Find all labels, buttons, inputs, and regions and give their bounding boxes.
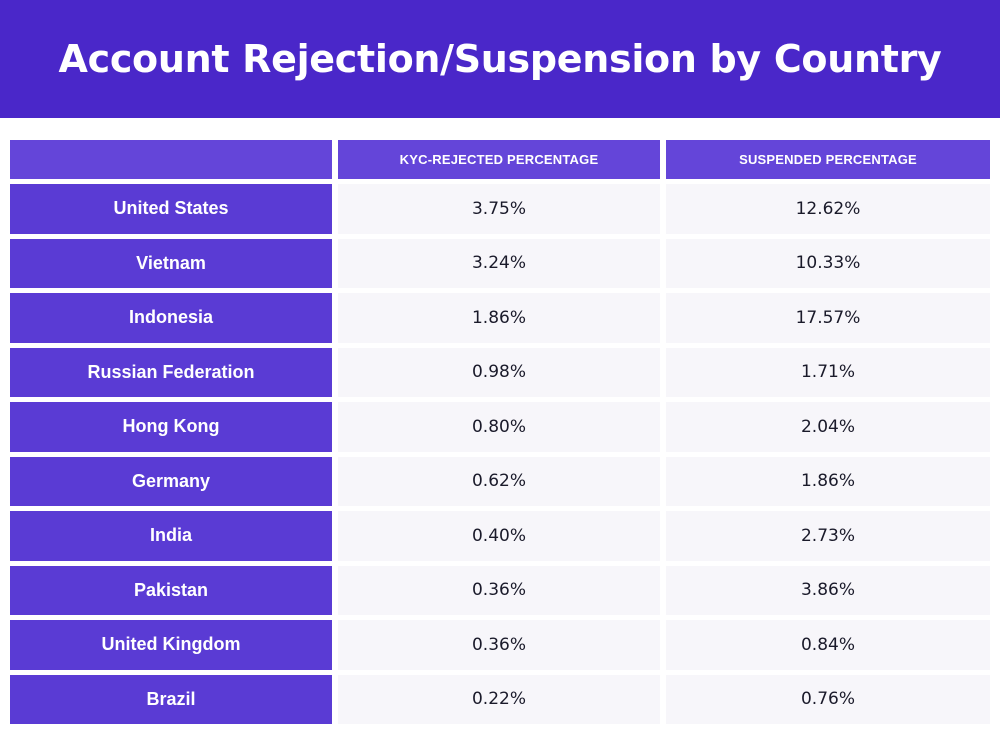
table-header-row: KYC-REJECTED PERCENTAGE SUSPENDED PERCEN…	[10, 140, 990, 179]
header-suspended: SUSPENDED PERCENTAGE	[666, 140, 990, 179]
suspended-cell: 3.86%	[666, 565, 990, 615]
suspended-cell: 17.57%	[666, 293, 990, 343]
kyc-rejected-cell: 0.40%	[338, 511, 660, 561]
kyc-rejected-cell: 1.86%	[338, 293, 660, 343]
country-cell: United States	[10, 184, 332, 234]
header-kyc-rejected: KYC-REJECTED PERCENTAGE	[338, 140, 660, 179]
data-table: KYC-REJECTED PERCENTAGE SUSPENDED PERCEN…	[10, 140, 990, 729]
table-row: Russian Federation 0.98% 1.71%	[10, 347, 990, 397]
country-cell: Russian Federation	[10, 347, 332, 397]
country-cell: United Kingdom	[10, 620, 332, 670]
country-cell: Pakistan	[10, 565, 332, 615]
table-body: United States 3.75% 12.62% Vietnam 3.24% 10.3…	[10, 184, 990, 724]
suspended-cell: 12.62%	[666, 184, 990, 234]
table-row: United Kingdom 0.36% 0.84%	[10, 620, 990, 670]
table-row: Vietnam 3.24% 10.33%	[10, 238, 990, 288]
country-cell: India	[10, 511, 332, 561]
kyc-rejected-cell: 0.80%	[338, 402, 660, 452]
kyc-rejected-cell: 0.36%	[338, 565, 660, 615]
table-row: India 0.40% 2.73%	[10, 511, 990, 561]
header-country	[10, 140, 332, 179]
suspended-cell: 1.71%	[666, 347, 990, 397]
kyc-rejected-cell: 0.22%	[338, 674, 660, 724]
country-cell: Indonesia	[10, 293, 332, 343]
suspended-cell: 10.33%	[666, 238, 990, 288]
suspended-cell: 2.04%	[666, 402, 990, 452]
table-row: Brazil 0.22% 0.76%	[10, 674, 990, 724]
suspended-cell: 2.73%	[666, 511, 990, 561]
kyc-rejected-cell: 3.75%	[338, 184, 660, 234]
suspended-cell: 1.86%	[666, 456, 990, 506]
page-title: Account Rejection/Suspension by Country	[58, 37, 942, 81]
table-row: United States 3.75% 12.62%	[10, 184, 990, 234]
table-row: Indonesia 1.86% 17.57%	[10, 293, 990, 343]
country-cell: Vietnam	[10, 238, 332, 288]
kyc-rejected-cell: 0.62%	[338, 456, 660, 506]
kyc-rejected-cell: 3.24%	[338, 238, 660, 288]
kyc-rejected-cell: 0.36%	[338, 620, 660, 670]
table-row: Germany 0.62% 1.86%	[10, 456, 990, 506]
title-bar: Account Rejection/Suspension by Country	[0, 0, 1000, 118]
suspended-cell: 0.76%	[666, 674, 990, 724]
country-cell: Germany	[10, 456, 332, 506]
suspended-cell: 0.84%	[666, 620, 990, 670]
country-cell: Brazil	[10, 674, 332, 724]
table-row: Hong Kong 0.80% 2.04%	[10, 402, 990, 452]
country-cell: Hong Kong	[10, 402, 332, 452]
kyc-rejected-cell: 0.98%	[338, 347, 660, 397]
table-row: Pakistan 0.36% 3.86%	[10, 565, 990, 615]
